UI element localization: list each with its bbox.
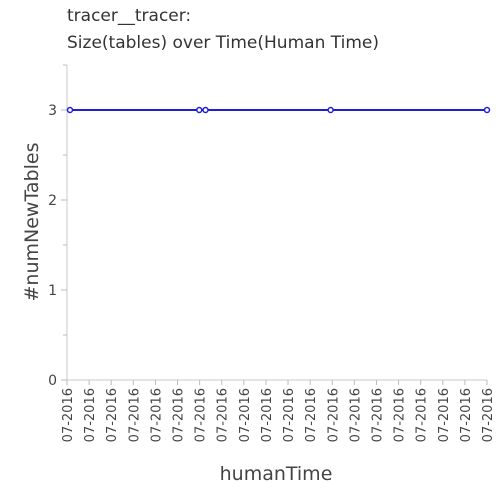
data-point — [202, 106, 209, 114]
x-tick-label: 07-2016 — [415, 388, 430, 442]
x-tick-label: 07-2016 — [127, 388, 142, 442]
x-tick-label: 07-2016 — [260, 388, 275, 442]
x-tick-label: 07-2016 — [238, 388, 253, 442]
x-tick-label: 07-2016 — [481, 388, 496, 442]
x-axis-label: humanTime — [220, 463, 333, 485]
x-tick-label: 07-2016 — [83, 388, 98, 442]
x-tick-label: 07-2016 — [437, 388, 452, 442]
x-tick-label: 07-2016 — [326, 388, 341, 442]
x-tick-label: 07-2016 — [370, 388, 385, 442]
x-tick-label: 07-2016 — [105, 388, 120, 442]
x-tick-label: 07-2016 — [216, 388, 231, 442]
chart-title: tracer__tracer: — [67, 6, 192, 26]
data-point — [196, 106, 203, 114]
data-point — [327, 106, 334, 114]
x-tick-label: 07-2016 — [304, 388, 319, 442]
y-tick-label: 0 — [48, 373, 57, 389]
x-tick-label: 07-2016 — [172, 388, 187, 442]
x-tick-label: 07-2016 — [149, 388, 164, 442]
data-point — [483, 106, 491, 114]
x-tick-label: 07-2016 — [194, 388, 209, 442]
y-axis-label: #numNewTables — [21, 143, 43, 302]
x-tick-label: 07-2016 — [61, 388, 76, 442]
x-tick-label: 07-2016 — [459, 388, 474, 442]
x-tick-label: 07-2016 — [348, 388, 363, 442]
series — [66, 106, 491, 114]
y-tick-label: 2 — [48, 193, 57, 209]
y-tick-label: 3 — [48, 103, 57, 119]
y-ticks: 0 1 2 3 — [48, 64, 67, 389]
y-tick-label: 1 — [48, 283, 57, 299]
axes — [66, 65, 487, 381]
chart-subtitle: Size(tables) over Time(Human Time) — [67, 33, 379, 53]
data-point — [66, 106, 74, 114]
x-ticks: 07-2016 07-2016 07-2016 07-2016 07-2016 07-20… — [61, 380, 496, 442]
x-tick-label: 07-2016 — [282, 388, 297, 442]
x-tick-label: 07-2016 — [393, 388, 408, 442]
